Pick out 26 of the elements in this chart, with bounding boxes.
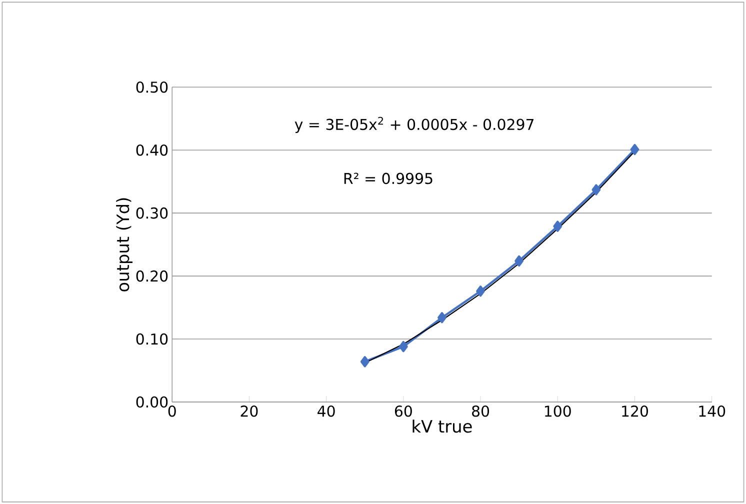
y-tick-label: 0.50 bbox=[136, 81, 168, 93]
y-axis-title: output (Yd) bbox=[116, 198, 132, 292]
point bbox=[398, 340, 408, 352]
x-tick-label: 120 bbox=[622, 405, 648, 417]
y-tick-label: 0.30 bbox=[136, 207, 168, 219]
annotation: R² = 0.9995 bbox=[344, 172, 432, 184]
x-tick-label: 20 bbox=[240, 405, 258, 417]
x-tick-label: 0 bbox=[168, 405, 176, 417]
point bbox=[514, 255, 524, 266]
y-tick-label: 0.20 bbox=[136, 270, 168, 282]
point bbox=[553, 220, 562, 232]
x-tick-label: 80 bbox=[472, 405, 490, 417]
x-tick-label: 60 bbox=[394, 405, 412, 417]
y-tick-label: 0.10 bbox=[136, 333, 168, 345]
x-tick-label: 100 bbox=[545, 405, 571, 417]
point bbox=[438, 312, 446, 324]
y-tick-label: 0.00 bbox=[136, 396, 168, 408]
annotation: y = 3E-05x$^{2}$ + 0.0005x - 0.0297 bbox=[294, 116, 534, 133]
x-tick-label: 40 bbox=[318, 405, 335, 417]
y-tick-label: 0.40 bbox=[136, 144, 168, 156]
point bbox=[360, 356, 370, 368]
point bbox=[476, 286, 485, 297]
x-tick-label: 140 bbox=[699, 405, 726, 417]
x-axis-title: kV true bbox=[412, 420, 472, 433]
point bbox=[592, 184, 601, 196]
point bbox=[630, 144, 640, 155]
